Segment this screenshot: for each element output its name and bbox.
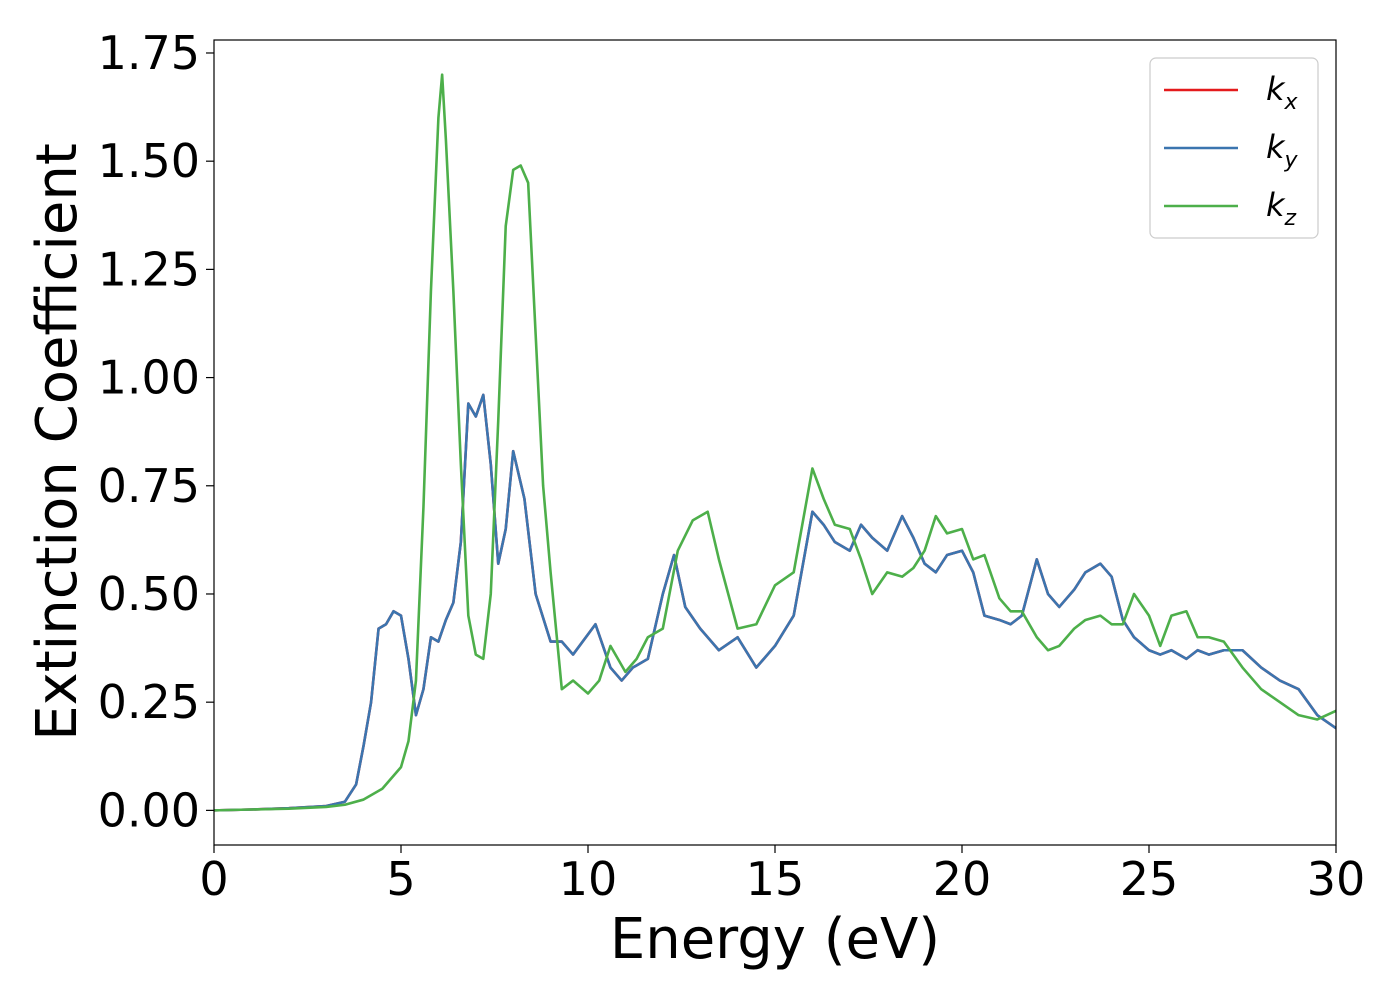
series-line-y (214, 393, 1336, 812)
x-tick-label: 10 (559, 852, 618, 906)
x-axis-title: Energy (eV) (610, 907, 940, 972)
y-tick-label: 0.50 (98, 567, 200, 621)
y-axis: 0.00 0.25 0.50 0.75 1.00 1.25 1.50 1.75 (98, 26, 214, 837)
y-tick-label: 1.50 (98, 134, 200, 188)
x-tick-label: 0 (199, 852, 228, 906)
legend-label-x: kx (1266, 70, 1299, 115)
legend-label-base: k (1266, 128, 1286, 166)
y-tick-label: 1.00 (98, 351, 200, 405)
legend-label-subscript: z (1284, 206, 1297, 231)
series-line-z (214, 73, 1336, 812)
series-layer (214, 73, 1336, 812)
y-axis-title: Extinction Coefficient (25, 143, 90, 741)
legend-label-base: k (1266, 70, 1286, 108)
x-tick-label: 20 (933, 852, 992, 906)
x-tick-label: 15 (746, 852, 805, 906)
legend-label-y: ky (1266, 128, 1299, 173)
legend-label-base: k (1266, 186, 1286, 224)
x-tick-label: 30 (1307, 852, 1366, 906)
y-tick-label: 1.25 (98, 242, 200, 296)
y-tick-label: 0.75 (98, 459, 200, 513)
x-axis: 0 5 10 15 20 25 30 (199, 845, 1365, 906)
legend-label-subscript: y (1284, 148, 1299, 173)
y-tick-label: 0.00 (98, 783, 200, 837)
y-tick-label: 0.25 (98, 675, 200, 729)
x-tick-label: 25 (1120, 852, 1179, 906)
x-tick-label: 5 (386, 852, 415, 906)
y-tick-label: 1.75 (98, 26, 200, 80)
plot-area (214, 40, 1336, 845)
legend-label-z: kz (1266, 186, 1297, 231)
legend-label-subscript: x (1284, 90, 1299, 115)
